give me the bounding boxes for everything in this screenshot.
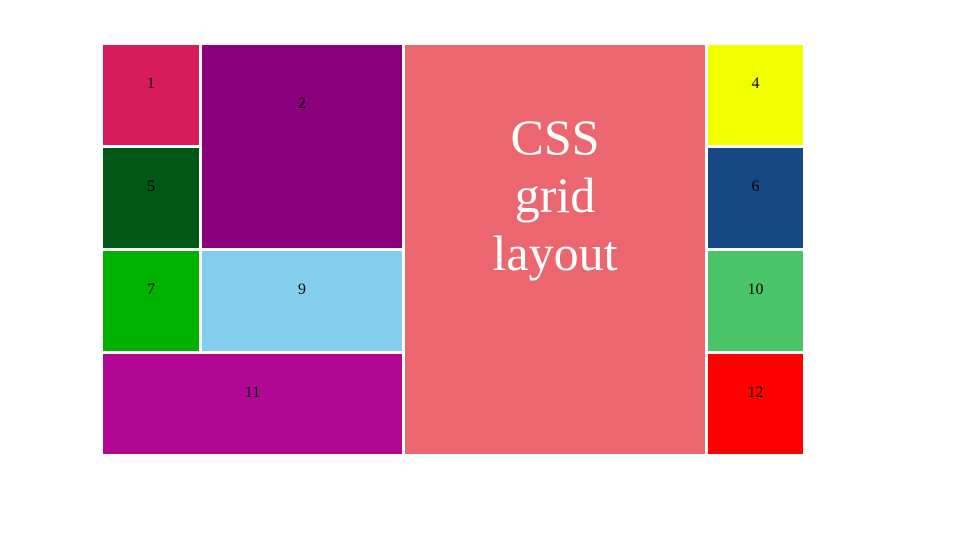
grid-item-1-label: 1 bbox=[147, 75, 155, 92]
grid-item-12-label: 12 bbox=[747, 384, 764, 401]
grid-item-7: 7 bbox=[103, 251, 199, 351]
grid-item-5: 5 bbox=[103, 148, 199, 248]
grid-layout: 1 2 CSS grid layout 4 5 6 7 9 10 11 12 bbox=[103, 45, 803, 454]
grid-item-css-grid-layout: CSS grid layout bbox=[405, 45, 705, 454]
grid-item-6: 6 bbox=[708, 148, 803, 248]
grid-item-4: 4 bbox=[708, 45, 803, 145]
grid-item-12: 12 bbox=[708, 354, 803, 454]
grid-item-9: 9 bbox=[202, 251, 402, 351]
grid-item-11-label: 11 bbox=[244, 384, 261, 401]
grid-item-10: 10 bbox=[708, 251, 803, 351]
css-grid-layout-title: CSS grid layout bbox=[492, 109, 618, 281]
grid-item-1: 1 bbox=[103, 45, 199, 145]
grid-item-7-label: 7 bbox=[147, 281, 155, 298]
grid-item-9-label: 9 bbox=[298, 281, 306, 298]
grid-item-5-label: 5 bbox=[147, 178, 155, 195]
grid-item-11: 11 bbox=[103, 354, 402, 454]
grid-item-2-label: 2 bbox=[298, 95, 306, 112]
grid-item-10-label: 10 bbox=[747, 281, 764, 298]
grid-item-2: 2 bbox=[202, 45, 402, 248]
grid-item-4-label: 4 bbox=[751, 75, 760, 92]
grid-item-6-label: 6 bbox=[751, 178, 760, 195]
